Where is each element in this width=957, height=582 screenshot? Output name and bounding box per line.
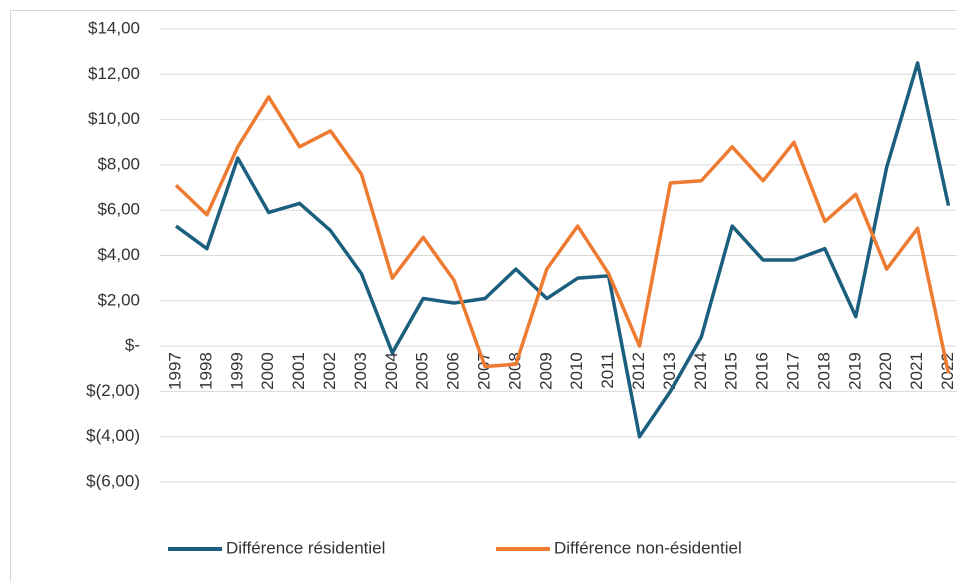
x-tick-label: 1997 bbox=[165, 352, 184, 390]
x-tick-label: 2015 bbox=[722, 352, 741, 390]
y-tick-label: $12,00 bbox=[88, 64, 140, 83]
x-tick-label: 2021 bbox=[907, 352, 926, 390]
x-tick-label: 2000 bbox=[258, 352, 277, 390]
x-tick-label: 2007 bbox=[474, 352, 493, 390]
x-tick-label: 2019 bbox=[845, 352, 864, 390]
y-tick-label: $- bbox=[125, 336, 140, 355]
x-tick-label: 2006 bbox=[444, 352, 463, 390]
x-tick-label: 2008 bbox=[505, 352, 524, 390]
x-tick-label: 2018 bbox=[814, 352, 833, 390]
x-tick-label: 2001 bbox=[289, 352, 308, 390]
x-tick-label: 2013 bbox=[660, 352, 679, 390]
x-tick-label: 2012 bbox=[629, 352, 648, 390]
y-tick-label: $4,00 bbox=[97, 245, 140, 264]
y-tick-label: $8,00 bbox=[97, 154, 140, 173]
series-line bbox=[174, 61, 951, 439]
x-tick-label: 1999 bbox=[227, 352, 246, 390]
y-tick-label: $(6,00) bbox=[86, 471, 140, 490]
x-tick-label: 2010 bbox=[567, 352, 586, 390]
x-tick-label: 2009 bbox=[536, 352, 555, 390]
x-tick-label: 1998 bbox=[196, 352, 215, 390]
x-tick-label: 2011 bbox=[598, 352, 617, 389]
legend-label: Différence résidentiel bbox=[226, 538, 385, 557]
x-tick-label: 2014 bbox=[691, 352, 710, 390]
x-tick-label: 2016 bbox=[753, 352, 772, 390]
x-tick-label: 2002 bbox=[320, 352, 339, 390]
series-line bbox=[174, 95, 951, 374]
x-tick-label: 2020 bbox=[876, 352, 895, 390]
x-tick-label: 2003 bbox=[351, 352, 370, 390]
y-tick-label: $2,00 bbox=[97, 290, 140, 309]
x-tick-label: 2017 bbox=[783, 352, 802, 390]
y-tick-label: $10,00 bbox=[88, 109, 140, 128]
y-tick-label: $(2,00) bbox=[86, 381, 140, 400]
y-tick-label: $14,00 bbox=[88, 18, 140, 37]
y-tick-label: $(4,00) bbox=[86, 426, 140, 445]
chart-frame bbox=[10, 10, 957, 582]
y-tick-label: $6,00 bbox=[97, 200, 140, 219]
x-tick-label: 2005 bbox=[413, 352, 432, 390]
x-tick-label: 2004 bbox=[382, 352, 401, 390]
legend-label: Différence non-ésidentiel bbox=[554, 538, 742, 557]
